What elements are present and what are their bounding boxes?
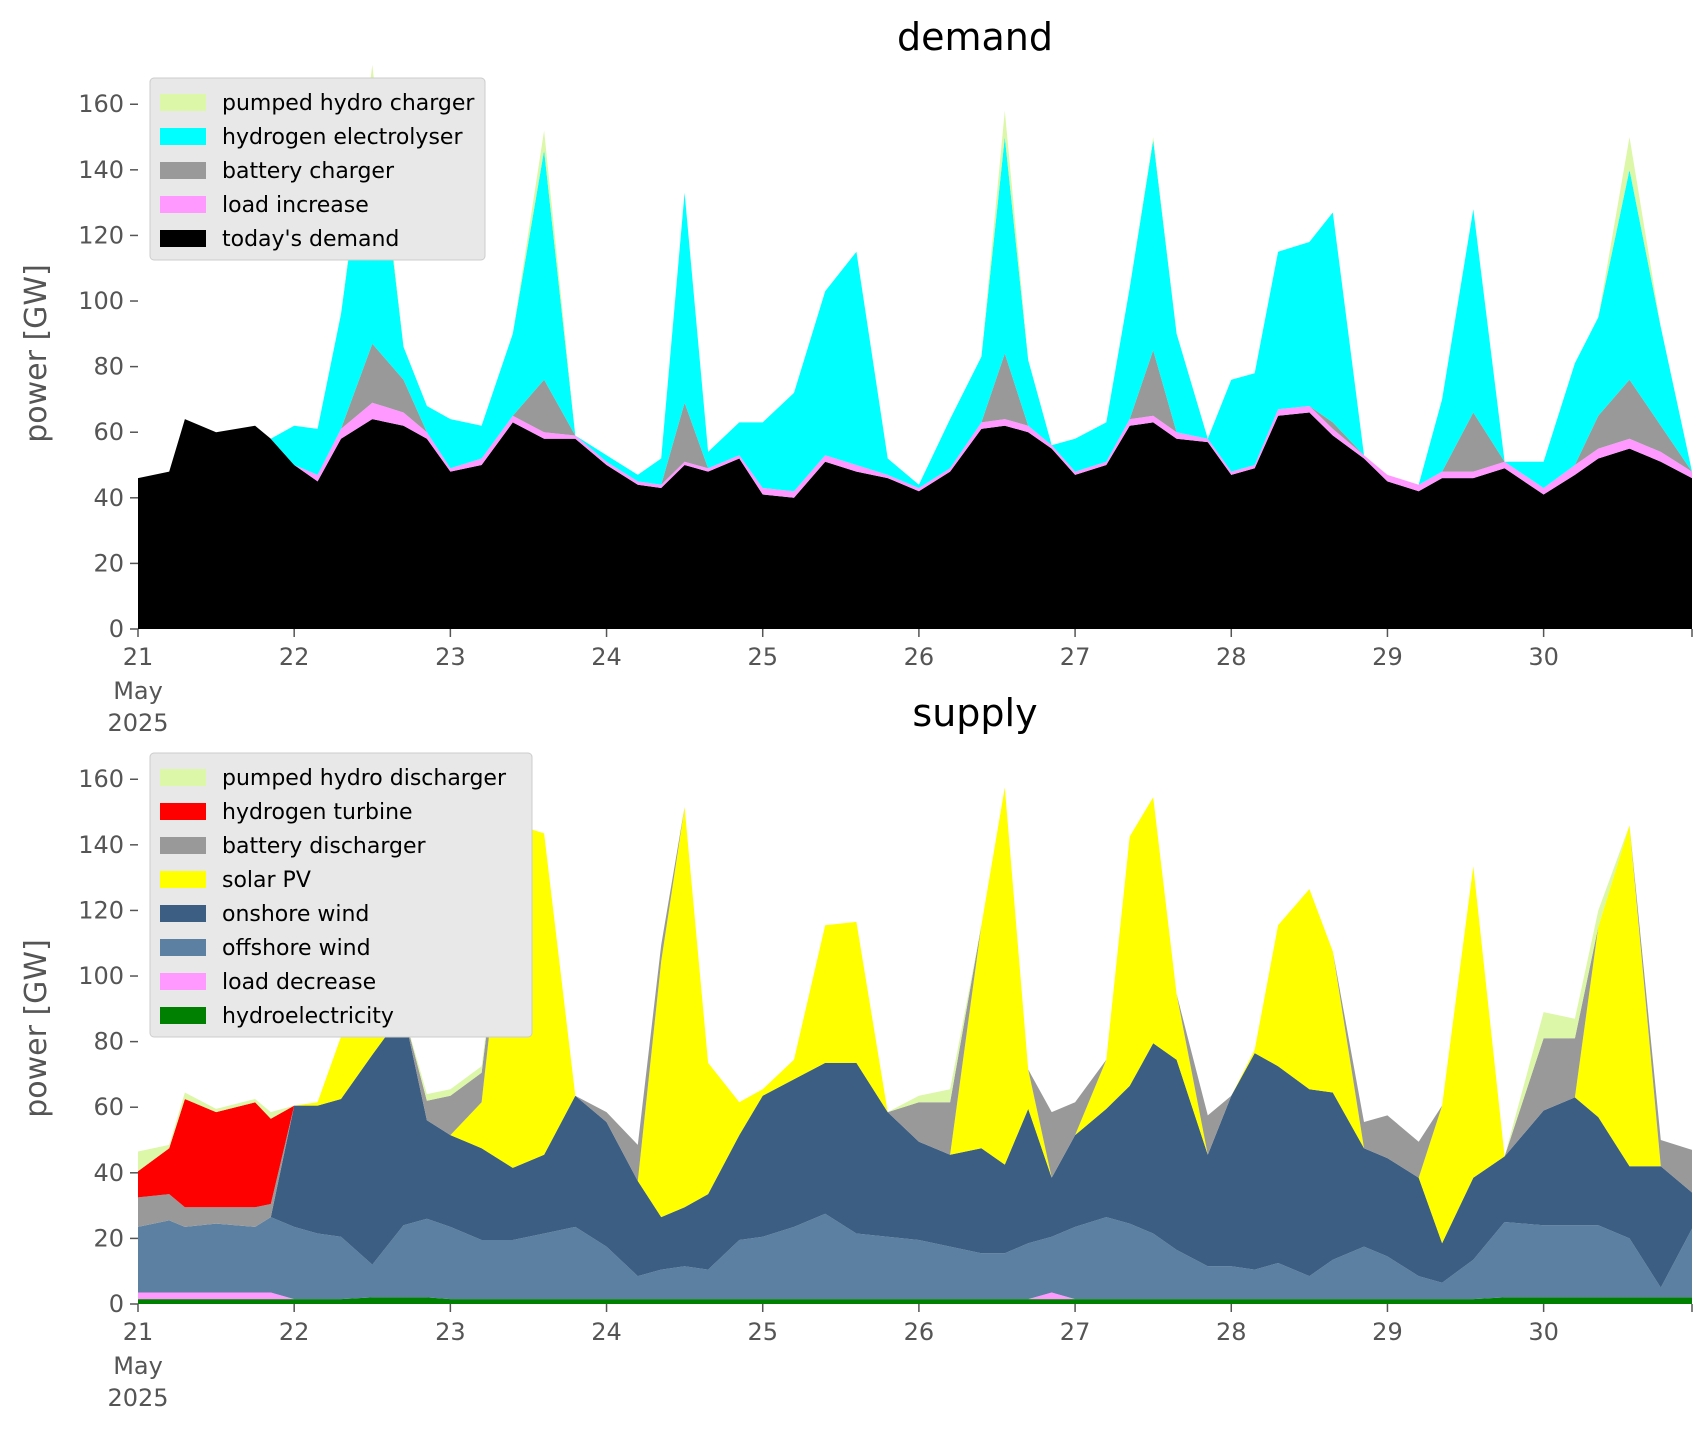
legend-swatch-onshore-wind — [160, 905, 206, 922]
x-tick-label: 30 — [1528, 643, 1559, 671]
y-axis-label: power [GW] — [19, 264, 54, 443]
legend-swatch-offshore-wind — [160, 939, 206, 956]
y-tick-label: 20 — [93, 1224, 124, 1252]
y-axis: 0 20 40 60 80 100 120 140 160 power [GW] — [19, 90, 138, 643]
legend-label-battery-charger: battery charger — [222, 159, 395, 184]
legend-label-pumped-hydro-discharger: pumped hydro discharger — [222, 766, 507, 791]
legend-swatch-hydroelectricity — [160, 1007, 206, 1024]
y-tick-label: 80 — [93, 353, 124, 381]
y-tick-label: 160 — [78, 765, 124, 793]
y-tick-label: 100 — [78, 962, 124, 990]
x-tick-label: 24 — [591, 1318, 622, 1346]
x-tick-sublabel: May — [113, 677, 163, 705]
legend-label-load-decrease: load decrease — [222, 970, 376, 995]
y-tick-label: 60 — [93, 1093, 124, 1121]
y-tick-label: 120 — [78, 221, 124, 249]
chart-title: supply — [912, 691, 1037, 735]
area-offshore-wind — [138, 1213, 1692, 1300]
legend: pumped hydro charger hydrogen electrolyse… — [149, 77, 486, 261]
x-tick-label: 29 — [1372, 1318, 1403, 1346]
y-tick-label: 0 — [109, 1290, 124, 1318]
y-tick-label: 80 — [93, 1028, 124, 1056]
legend-swatch-hydrogen-electrolyser — [160, 128, 206, 145]
x-axis: 21 22 23 24 25 26 27 28 29 30 May 2025 — [107, 629, 1693, 737]
y-axis-label: power [GW] — [19, 939, 54, 1118]
legend-swatch-load-decrease — [160, 973, 206, 990]
legend: pumped hydro discharger hydrogen turbine b… — [149, 752, 533, 1038]
legend-label-load-increase: load increase — [222, 193, 369, 218]
x-tick-label: 25 — [747, 643, 778, 671]
y-tick-label: 0 — [109, 615, 124, 643]
legend-label-solar-pv: solar PV — [222, 868, 311, 893]
x-tick-label: 26 — [904, 1318, 935, 1346]
x-tick-label: 28 — [1216, 1318, 1247, 1346]
y-tick-label: 60 — [93, 418, 124, 446]
x-tick-label: 21 — [123, 643, 154, 671]
legend-label-battery-discharger: battery discharger — [222, 834, 427, 859]
legend-swatch-pumped-hydro-charger — [160, 94, 206, 111]
legend-label-hydroelectricity: hydroelectricity — [222, 1004, 394, 1029]
legend-label-hydrogen-electrolyser: hydrogen electrolyser — [222, 125, 463, 150]
legend-label-onshore-wind: onshore wind — [222, 902, 369, 927]
legend-label-offshore-wind: offshore wind — [222, 936, 371, 961]
x-tick-label: 23 — [435, 643, 466, 671]
x-tick-label: 24 — [591, 643, 622, 671]
legend-box — [149, 77, 486, 261]
x-tick-sublabel: 2025 — [107, 1384, 168, 1412]
x-tick-sublabel: 2025 — [107, 709, 168, 737]
area-today-s-demand — [138, 412, 1692, 629]
x-tick-label: 27 — [1060, 643, 1091, 671]
area-onshore-wind — [138, 1012, 1692, 1288]
area-hydroelectricity — [138, 1297, 1692, 1304]
area-hydrogen-electrolyser — [138, 81, 1692, 492]
legend-swatch-solar-pv — [160, 871, 206, 888]
y-tick-label: 40 — [93, 484, 124, 512]
x-tick-label: 27 — [1060, 1318, 1091, 1346]
y-tick-label: 160 — [78, 90, 124, 118]
x-tick-label: 25 — [747, 1318, 778, 1346]
y-tick-label: 140 — [78, 831, 124, 859]
x-tick-label: 21 — [123, 1318, 154, 1346]
legend-swatch-battery-charger — [160, 162, 206, 179]
legend-swatch-today-s-demand — [160, 230, 206, 247]
x-tick-sublabel: May — [113, 1352, 163, 1380]
legend-label-pumped-hydro-charger: pumped hydro charger — [222, 91, 475, 116]
y-tick-label: 120 — [78, 896, 124, 924]
x-tick-label: 22 — [279, 643, 310, 671]
x-tick-label: 30 — [1528, 1318, 1559, 1346]
x-tick-label: 22 — [279, 1318, 310, 1346]
legend-swatch-pumped-hydro-discharger — [160, 769, 206, 786]
legend-box — [149, 752, 533, 1038]
y-tick-label: 40 — [93, 1159, 124, 1187]
legend-swatch-battery-discharger — [160, 837, 206, 854]
x-axis: 21 22 23 24 25 26 27 28 29 30 May 2025 — [107, 1304, 1693, 1412]
chart-title: demand — [897, 15, 1053, 59]
x-tick-label: 29 — [1372, 643, 1403, 671]
y-tick-label: 20 — [93, 549, 124, 577]
y-axis: 0 20 40 60 80 100 120 140 160 power [GW] — [19, 765, 138, 1318]
legend-swatch-load-increase — [160, 196, 206, 213]
legend-swatch-hydrogen-turbine — [160, 803, 206, 820]
x-tick-label: 23 — [435, 1318, 466, 1346]
y-tick-label: 140 — [78, 156, 124, 184]
legend-label-hydrogen-turbine: hydrogen turbine — [222, 800, 413, 825]
area-load-increase — [138, 402, 1692, 498]
x-tick-label: 26 — [904, 643, 935, 671]
plot-areas — [138, 64, 1692, 629]
x-tick-label: 28 — [1216, 643, 1247, 671]
y-tick-label: 100 — [78, 287, 124, 315]
legend-label-today-s-demand: today's demand — [222, 227, 399, 252]
